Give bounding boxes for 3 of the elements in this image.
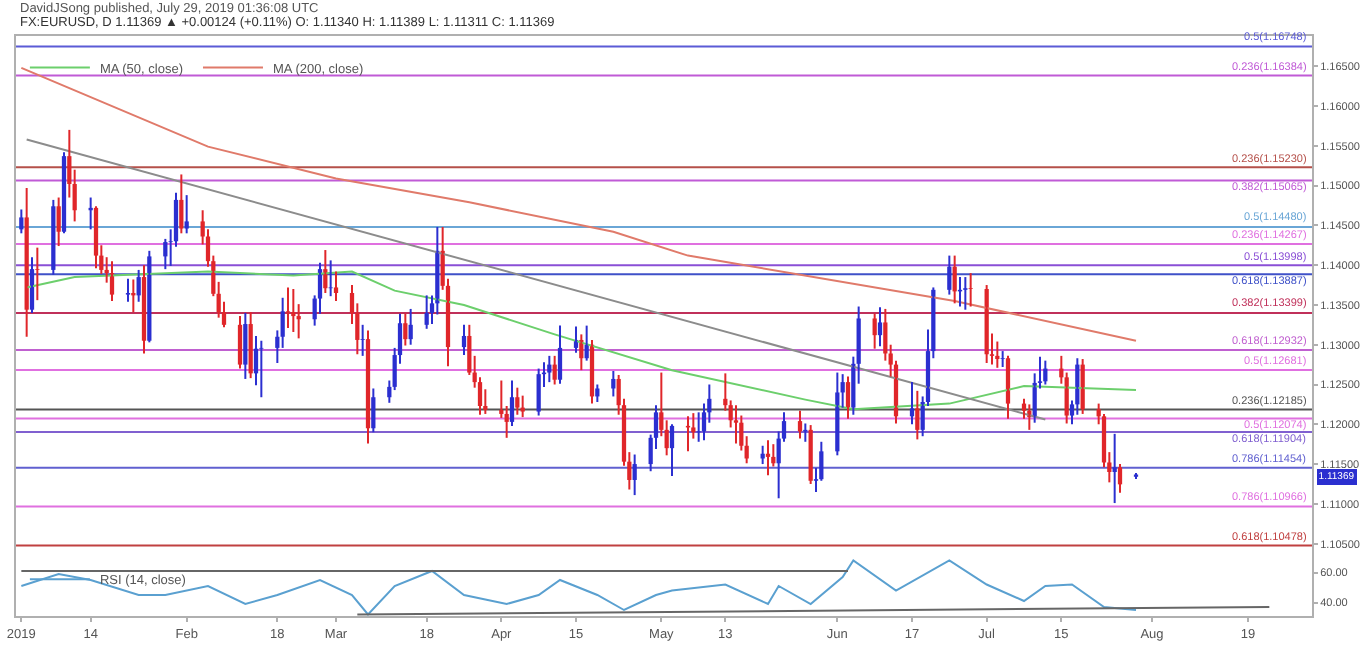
line-series bbox=[25, 270, 1137, 411]
line-series bbox=[20, 66, 1137, 342]
line-series bbox=[20, 559, 1137, 616]
